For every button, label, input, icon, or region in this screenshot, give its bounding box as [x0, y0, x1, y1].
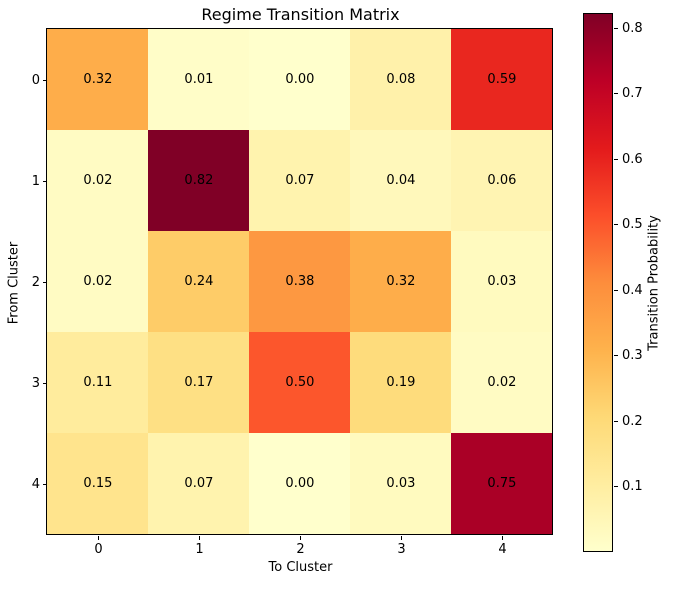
tick-mark: [42, 383, 47, 384]
colorbar-tick-label: 0.8: [622, 20, 643, 36]
heatmap-cell: 0.32: [47, 29, 149, 131]
heatmap-cell: 0.50: [249, 332, 351, 434]
tick-mark: [502, 536, 503, 540]
x-tick-label: 1: [195, 542, 204, 557]
heatmap: 0.32 0.01 0.00 0.08 0.59 0.02 0.82 0.07 0.04 0.06…: [46, 28, 554, 536]
heatmap-cell: 0.02: [47, 231, 149, 333]
x-tick-label: 2: [296, 542, 305, 557]
y-tick-label: 1: [31, 174, 40, 189]
heatmap-cell: 0.01: [148, 29, 250, 131]
colorbar-tick-label: 0.3: [622, 348, 643, 364]
heatmap-cell: 0.82: [148, 130, 250, 232]
heatmap-cell: 0.07: [249, 130, 351, 232]
heatmap-cell: 0.00: [249, 433, 351, 535]
colorbar-tick-label: 0.4: [622, 282, 643, 298]
tick-mark: [42, 484, 47, 485]
colorbar-tick-label: 0.6: [622, 151, 643, 167]
y-tick-label: 2: [31, 275, 40, 290]
heatmap-cell: 0.24: [148, 231, 250, 333]
heatmap-cell: 0.38: [249, 231, 351, 333]
heatmap-cell: 0.07: [148, 433, 250, 535]
tick-mark: [614, 486, 618, 487]
heatmap-cell: 0.02: [47, 130, 149, 232]
tick-mark: [42, 181, 47, 182]
heatmap-cell: 0.75: [451, 433, 553, 535]
colorbar: [583, 13, 614, 553]
colorbar-label: Transition Probability: [646, 215, 662, 351]
heatmap-cell: 0.11: [47, 332, 149, 434]
tick-mark: [614, 355, 618, 357]
heatmap-cell: 0.03: [350, 433, 452, 535]
tick-mark: [300, 536, 301, 540]
y-tick-label: 3: [31, 376, 40, 391]
tick-mark: [98, 536, 99, 540]
tick-mark: [614, 289, 618, 291]
colorbar-tick-label: 0.1: [622, 479, 643, 494]
heatmap-cell: 0.00: [249, 29, 351, 131]
tick-mark: [614, 93, 618, 95]
heatmap-cell: 0.17: [148, 332, 250, 434]
heatmap-cell: 0.03: [451, 231, 553, 333]
y-axis-label: From Cluster: [6, 241, 22, 325]
heatmap-cell: 0.59: [451, 29, 553, 131]
colorbar-tick-label: 0.2: [622, 413, 643, 429]
y-tick-label: 0: [31, 73, 40, 88]
heatmap-cell: 0.04: [350, 130, 452, 232]
tick-mark: [614, 27, 618, 29]
tick-mark: [42, 80, 47, 81]
x-tick-label: 4: [498, 542, 507, 557]
x-tick-label: 3: [397, 542, 406, 557]
colorbar-tick-label: 0.7: [622, 86, 643, 102]
heatmap-cell: 0.19: [350, 332, 452, 434]
colorbar-tick-label: 0.5: [622, 217, 643, 233]
x-tick-label: 0: [94, 542, 103, 557]
tick-mark: [401, 536, 402, 540]
tick-mark: [614, 224, 618, 226]
x-axis-label: To Cluster: [268, 560, 333, 575]
tick-mark: [42, 282, 47, 283]
tick-mark: [199, 536, 200, 540]
y-tick-label: 4: [31, 477, 40, 492]
heatmap-cell: 0.15: [47, 433, 149, 535]
heatmap-cell: 0.02: [451, 332, 553, 434]
heatmap-cell: 0.08: [350, 29, 452, 131]
heatmap-cell: 0.32: [350, 231, 452, 333]
tick-mark: [614, 420, 618, 422]
chart-title: Regime Transition Matrix: [201, 5, 400, 24]
heatmap-cell: 0.06: [451, 130, 553, 232]
tick-mark: [614, 158, 618, 160]
